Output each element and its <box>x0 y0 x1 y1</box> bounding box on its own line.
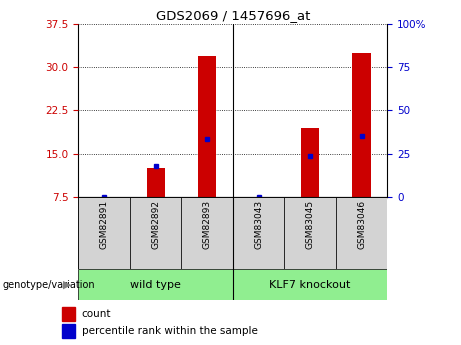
Text: GSM83046: GSM83046 <box>357 200 366 249</box>
Bar <box>130 197 181 269</box>
Text: percentile rank within the sample: percentile rank within the sample <box>82 326 258 336</box>
Bar <box>78 197 130 269</box>
Text: KLF7 knockout: KLF7 knockout <box>269 280 351 289</box>
Text: ▶: ▶ <box>63 280 71 289</box>
Bar <box>62 307 75 321</box>
Bar <box>181 197 233 269</box>
Text: GSM82893: GSM82893 <box>202 200 212 249</box>
Bar <box>233 197 284 269</box>
Bar <box>147 168 165 197</box>
Text: count: count <box>82 309 112 319</box>
Text: GSM83045: GSM83045 <box>306 200 314 249</box>
Text: GSM83043: GSM83043 <box>254 200 263 249</box>
Bar <box>233 269 387 300</box>
Bar <box>353 53 371 197</box>
Text: GSM82891: GSM82891 <box>100 200 109 249</box>
Bar <box>301 128 319 197</box>
Title: GDS2069 / 1457696_at: GDS2069 / 1457696_at <box>156 9 310 22</box>
Text: wild type: wild type <box>130 280 181 289</box>
Bar <box>284 197 336 269</box>
Bar <box>78 269 233 300</box>
Bar <box>336 197 387 269</box>
Bar <box>198 56 216 197</box>
Bar <box>62 324 75 338</box>
Text: GSM82892: GSM82892 <box>151 200 160 249</box>
Text: genotype/variation: genotype/variation <box>2 280 95 289</box>
